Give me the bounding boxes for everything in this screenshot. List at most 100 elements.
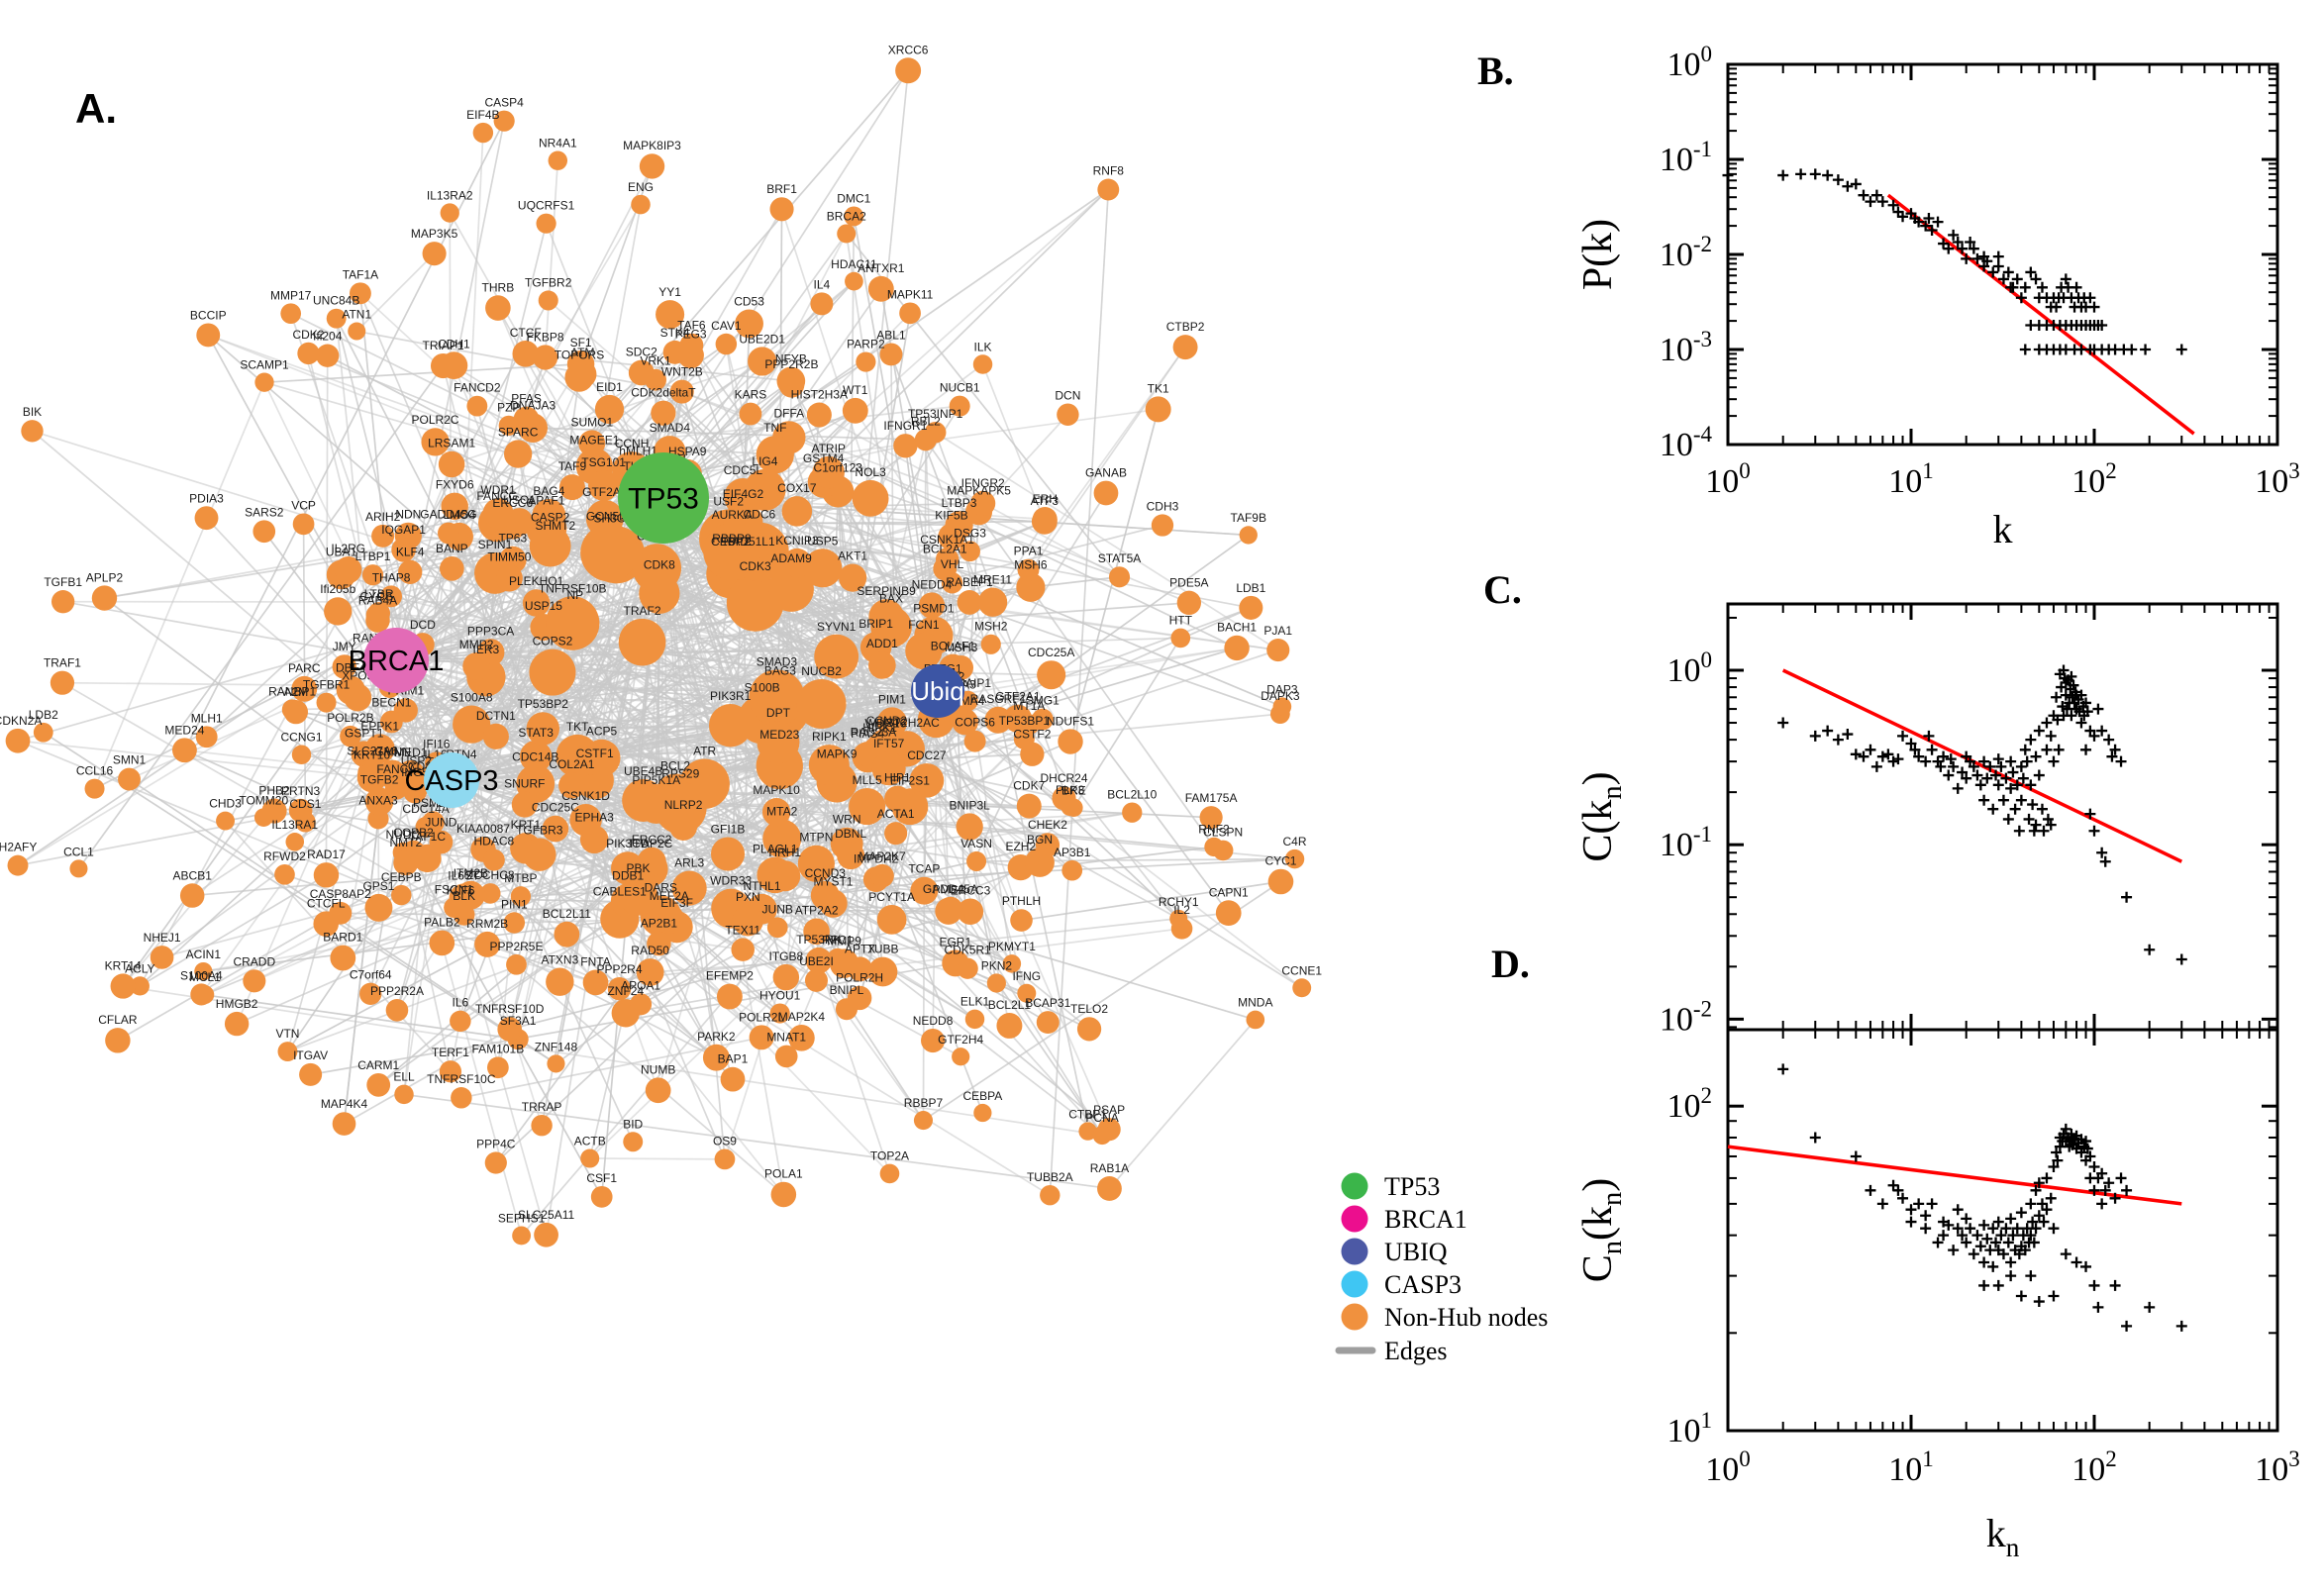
network-node xyxy=(1037,660,1066,690)
network-node-label: HIST2H2AC xyxy=(874,716,940,730)
network-node xyxy=(1036,1011,1060,1035)
network-node xyxy=(195,985,215,1005)
data-point-marker xyxy=(1913,1198,1925,1210)
data-point-marker xyxy=(2088,1279,2100,1291)
hub-node-brca1 xyxy=(363,628,429,693)
network-node-label: ERCC3 xyxy=(951,884,991,898)
network-node xyxy=(364,893,393,922)
network-node xyxy=(1016,793,1042,819)
network-node xyxy=(534,1222,558,1247)
network-node-label: CEBPA xyxy=(962,1089,1002,1103)
network-node xyxy=(1266,639,1290,662)
network-node-label: PIM1 xyxy=(878,692,906,706)
network-node-label: TGFBR2 xyxy=(525,275,572,289)
network-node xyxy=(876,904,907,935)
network-node-label: BCL2A1 xyxy=(923,543,967,556)
network-node-label: CHEK2 xyxy=(1028,818,1067,832)
network-node-label: BAP1 xyxy=(718,1052,749,1066)
network-node xyxy=(466,395,488,417)
network-node-label: TSG101 xyxy=(581,455,626,469)
data-point-marker xyxy=(2027,1216,2039,1228)
data-point-marker xyxy=(1932,216,1944,228)
network-node-label: ABL1 xyxy=(876,328,906,342)
network-edge xyxy=(1049,189,1110,1196)
network-edge xyxy=(951,582,1013,964)
legend-swatch-brca1 xyxy=(1341,1205,1368,1233)
network-node-label: SARS2 xyxy=(245,505,284,519)
data-point-marker xyxy=(1865,744,1876,755)
data-point-marker xyxy=(1882,748,1894,760)
network-node xyxy=(918,592,946,619)
network-node-label: FANCG xyxy=(476,489,517,503)
network-node-label: ACIN1 xyxy=(186,948,222,961)
network-node xyxy=(1092,1126,1112,1146)
network-node-label: PIK3CD xyxy=(606,837,650,850)
network-node xyxy=(7,854,29,876)
network-edge xyxy=(414,647,876,793)
network-node xyxy=(291,745,312,765)
network-node-label: TOPORS xyxy=(555,349,604,362)
network-node xyxy=(348,322,366,341)
network-node xyxy=(110,973,136,999)
network-node xyxy=(429,830,454,854)
network-node xyxy=(283,699,309,725)
network-node xyxy=(980,634,1001,654)
data-point-marker xyxy=(2088,301,2100,313)
network-node-label: WDR33 xyxy=(710,874,752,888)
network-node-label: EIF4B xyxy=(466,108,499,122)
network-node xyxy=(1040,1184,1060,1206)
network-node-label: RAB4A xyxy=(358,593,397,607)
network-node-label: MLH1 xyxy=(191,711,223,725)
data-point-marker xyxy=(2103,1177,2115,1189)
network-node-label: TEX11 xyxy=(725,923,760,937)
network-node xyxy=(582,739,621,777)
network-node-label: MSH6 xyxy=(1014,558,1048,572)
data-point-marker xyxy=(2038,825,2050,837)
network-node xyxy=(710,837,746,871)
network-node xyxy=(274,863,295,885)
network-edge xyxy=(750,413,1238,649)
network-node-label: TNF xyxy=(763,421,786,435)
data-point-marker xyxy=(2025,1198,2037,1210)
data-point-marker xyxy=(2027,799,2039,811)
data-point-marker xyxy=(2033,725,2045,737)
network-node xyxy=(512,340,540,367)
data-point-marker xyxy=(1926,744,1938,755)
data-point-marker xyxy=(2066,670,2077,682)
network-node-label: TAF9 xyxy=(558,459,587,473)
network-node xyxy=(429,930,455,956)
network-node-label: MAPK10 xyxy=(753,783,800,797)
network-node xyxy=(806,402,832,428)
network-node xyxy=(438,450,465,478)
network-node-label: FXYD6 xyxy=(436,478,474,492)
network-node-label: PARP2 xyxy=(847,337,885,350)
network-node xyxy=(611,851,645,885)
network-node xyxy=(835,998,858,1021)
network-node xyxy=(194,961,213,981)
network-node xyxy=(1215,900,1242,926)
network-node xyxy=(638,787,674,825)
network-node-label: SHMT2 xyxy=(535,519,575,533)
network-node xyxy=(529,525,571,567)
data-point-marker xyxy=(2041,1172,2053,1184)
network-edge xyxy=(205,517,453,781)
data-point-marker xyxy=(2023,813,2035,825)
network-node xyxy=(1025,848,1055,877)
network-node xyxy=(398,559,423,584)
network-edge xyxy=(837,491,874,755)
data-point-marker xyxy=(2051,301,2063,313)
network-node xyxy=(504,440,533,468)
network-edge xyxy=(403,1093,1110,1190)
network-node-label: CDC6 xyxy=(744,508,776,522)
network-node xyxy=(297,342,320,365)
network-node-label: RCHY1 xyxy=(1159,895,1199,909)
data-point-marker xyxy=(2144,1301,2156,1313)
network-node-label: IL2 xyxy=(1173,903,1190,917)
network-node-label: ITGB8 xyxy=(768,949,803,963)
network-node-label: GADD45A xyxy=(923,882,978,896)
network-node xyxy=(1272,697,1292,717)
data-point-marker xyxy=(2033,769,2045,781)
network-node-label: USP15 xyxy=(525,599,562,613)
network-node xyxy=(546,967,574,996)
network-node-label: UBE4B xyxy=(624,764,662,778)
